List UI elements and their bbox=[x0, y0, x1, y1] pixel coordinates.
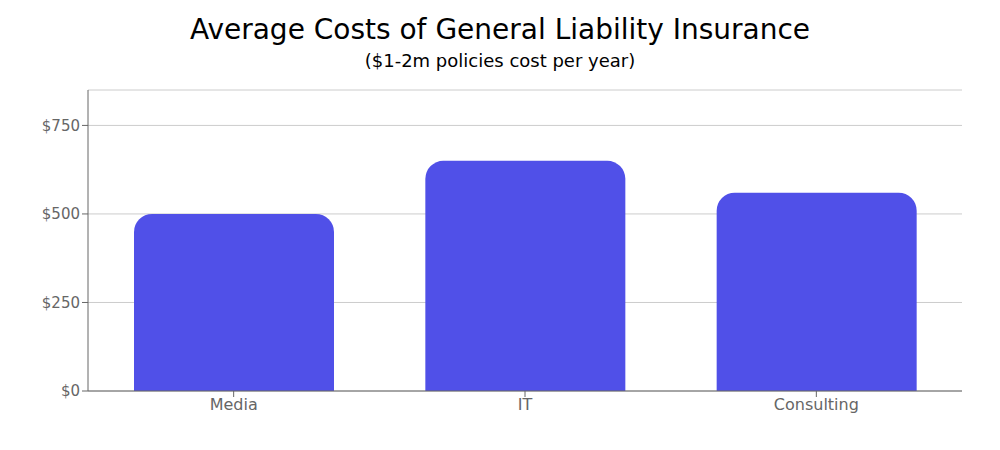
svg-text:Consulting: Consulting bbox=[774, 395, 859, 414]
svg-text:Media: Media bbox=[210, 395, 258, 414]
svg-text:$500: $500 bbox=[42, 205, 80, 223]
html-text:Average Costs of General Liabi: Average Costs of General Liability Insur… bbox=[189, 13, 811, 46]
svg-text:IT: IT bbox=[518, 395, 533, 414]
svg-text:$0: $0 bbox=[61, 382, 80, 400]
svg-text:$750: $750 bbox=[42, 117, 80, 135]
svg-text:$250: $250 bbox=[42, 294, 80, 312]
html-text:($1-2m policies cost per year): ($1-2m policies cost per year) bbox=[364, 50, 636, 71]
